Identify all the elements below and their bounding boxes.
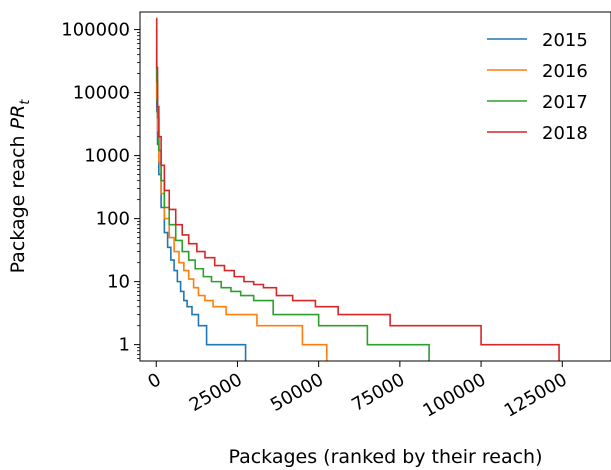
series-line-2018 [155, 17, 560, 361]
legend-label-2016: 2016 [542, 61, 588, 82]
y-axis-label-math: PR [7, 105, 29, 130]
legend-label-2015: 2015 [542, 30, 588, 51]
x-tick-label: 50000 [267, 369, 327, 416]
series-layer [155, 17, 560, 361]
legend-label-2017: 2017 [542, 92, 588, 113]
y-axis-label-main: Package reach [7, 129, 29, 273]
plot-frame [139, 11, 611, 362]
x-tick-label: 25000 [186, 369, 246, 416]
x-tick-label: 100000 [420, 369, 490, 422]
y-tick-label: 10000 [73, 83, 130, 104]
y-axis: 1 10 100 1000 10000 100000 [61, 20, 140, 360]
y-tick-label: 1000 [84, 146, 130, 167]
x-axis-label: Packages (ranked by their reach) [228, 446, 542, 468]
x-tick-label: 75000 [348, 369, 408, 416]
x-tick-label: 125000 [501, 369, 571, 422]
y-axis-label: Package reach PRt [7, 99, 33, 274]
x-axis: 0 25000 50000 75000 100000 125000 [144, 361, 571, 422]
legend: 2015 2016 2017 2018 [487, 30, 588, 144]
y-axis-label-subscript: t [18, 99, 33, 105]
y-tick-label: 100000 [61, 20, 130, 41]
series-line-2017 [155, 28, 430, 361]
y-tick-label: 1 [119, 335, 130, 356]
series-line-2016 [155, 47, 328, 361]
y-tick-label: 10 [107, 272, 130, 293]
y-tick-label: 100 [96, 209, 130, 230]
x-tick-label: 0 [144, 369, 164, 393]
legend-label-2018: 2018 [542, 123, 588, 144]
